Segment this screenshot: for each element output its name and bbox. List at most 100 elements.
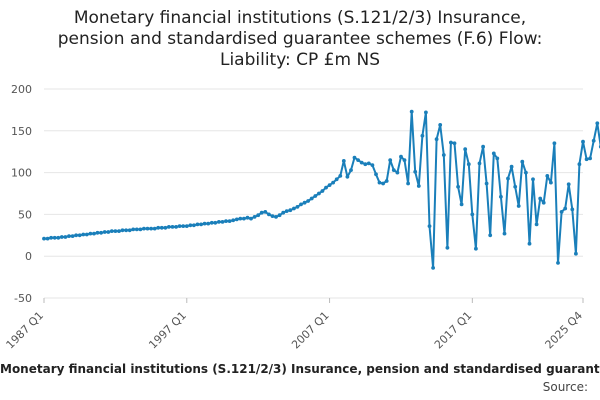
data-point[interactable] [331, 180, 335, 185]
data-point[interactable] [495, 156, 500, 161]
data-point[interactable] [131, 227, 136, 232]
data-point[interactable] [145, 226, 150, 231]
data-point[interactable] [341, 159, 346, 163]
data-point[interactable] [274, 215, 278, 219]
data-point[interactable] [577, 162, 582, 167]
data-point[interactable] [281, 210, 286, 215]
data-point[interactable] [277, 213, 282, 218]
data-point[interactable] [545, 174, 550, 178]
data-point[interactable] [431, 266, 435, 270]
data-point[interactable] [292, 206, 296, 211]
data-point[interactable] [317, 191, 321, 196]
data-point[interactable] [445, 245, 450, 250]
data-point[interactable] [109, 229, 114, 234]
data-point[interactable] [245, 215, 250, 220]
data-point[interactable] [231, 218, 236, 223]
data-point[interactable] [167, 225, 171, 229]
data-point[interactable] [363, 162, 368, 167]
data-point[interactable] [302, 200, 307, 205]
data-point[interactable] [524, 170, 528, 175]
data-point[interactable] [356, 158, 360, 163]
data-point[interactable] [63, 235, 68, 239]
data-point[interactable] [374, 172, 378, 177]
data-point[interactable] [359, 160, 364, 165]
data-point[interactable] [52, 235, 57, 240]
data-point[interactable] [470, 212, 475, 217]
data-point[interactable] [142, 226, 146, 231]
data-point[interactable] [491, 151, 496, 156]
data-point[interactable] [84, 232, 89, 237]
data-point[interactable] [270, 214, 275, 219]
data-point[interactable] [217, 220, 221, 224]
data-point[interactable] [192, 223, 196, 228]
data-point[interactable] [88, 231, 93, 236]
data-point[interactable] [563, 206, 568, 211]
data-point[interactable] [441, 153, 446, 157]
data-point[interactable] [366, 161, 371, 166]
data-point[interactable] [209, 220, 214, 225]
data-point[interactable] [413, 169, 418, 174]
data-point[interactable] [338, 174, 343, 178]
data-point[interactable] [284, 209, 289, 214]
data-point[interactable] [220, 220, 225, 224]
data-point[interactable] [516, 204, 521, 208]
data-point[interactable] [506, 176, 510, 181]
data-point[interactable] [177, 224, 182, 229]
data-point[interactable] [481, 144, 485, 149]
data-point[interactable] [477, 161, 482, 166]
data-point[interactable] [399, 154, 403, 159]
data-point[interactable] [117, 229, 121, 234]
data-point[interactable] [134, 227, 139, 232]
data-point[interactable] [234, 217, 239, 222]
data-point[interactable] [345, 174, 350, 179]
data-point[interactable] [488, 233, 493, 238]
data-point[interactable] [206, 221, 211, 226]
data-point[interactable] [45, 236, 50, 241]
data-point[interactable] [174, 225, 179, 229]
data-point[interactable] [309, 196, 314, 201]
data-point[interactable] [541, 200, 546, 205]
data-point[interactable] [59, 235, 64, 239]
data-point[interactable] [559, 210, 564, 214]
data-point[interactable] [152, 226, 157, 231]
data-point[interactable] [549, 180, 553, 185]
data-point[interactable] [552, 141, 557, 146]
data-point[interactable] [334, 177, 339, 182]
data-point[interactable] [227, 219, 232, 224]
data-point[interactable] [463, 147, 468, 152]
data-point[interactable] [295, 205, 300, 209]
data-point[interactable] [416, 184, 421, 188]
data-point[interactable] [195, 222, 200, 227]
data-point[interactable] [259, 210, 264, 215]
data-point[interactable] [391, 168, 396, 173]
data-point[interactable] [409, 109, 414, 114]
data-point[interactable] [163, 225, 168, 230]
data-point[interactable] [581, 139, 585, 144]
data-point[interactable] [474, 246, 478, 251]
data-point[interactable] [159, 225, 164, 230]
data-point[interactable] [77, 233, 82, 238]
data-point[interactable] [267, 212, 271, 217]
data-point[interactable] [466, 162, 471, 167]
data-point[interactable] [313, 194, 318, 198]
data-point[interactable] [188, 223, 193, 228]
data-point[interactable] [124, 228, 128, 233]
data-point[interactable] [349, 168, 353, 173]
data-point[interactable] [538, 196, 543, 201]
data-point[interactable] [102, 230, 107, 234]
data-point[interactable] [202, 221, 207, 226]
data-point[interactable] [595, 121, 600, 126]
data-point[interactable] [531, 177, 535, 182]
data-point[interactable] [56, 235, 61, 240]
data-point[interactable] [74, 233, 78, 238]
data-point[interactable] [570, 207, 575, 212]
data-point[interactable] [434, 137, 439, 142]
data-point[interactable] [99, 230, 103, 235]
data-point[interactable] [395, 170, 400, 175]
data-point[interactable] [424, 110, 428, 115]
data-point[interactable] [42, 236, 46, 241]
data-point[interactable] [388, 158, 393, 163]
data-point[interactable] [584, 157, 589, 162]
data-point[interactable] [427, 224, 432, 229]
data-point[interactable] [92, 231, 96, 236]
